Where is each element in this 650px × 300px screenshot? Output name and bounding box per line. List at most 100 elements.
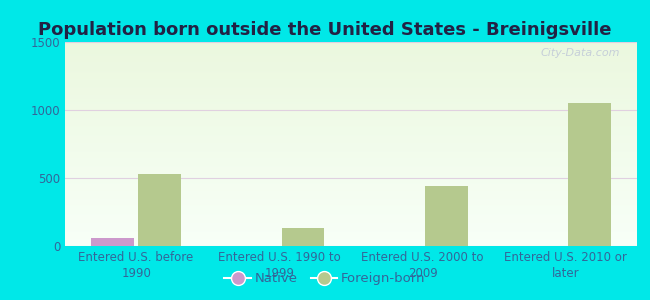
Bar bbox=[65, 130, 637, 131]
Bar bbox=[65, 157, 637, 158]
Bar bbox=[65, 142, 637, 143]
Bar bbox=[65, 79, 637, 80]
Bar bbox=[65, 160, 637, 161]
Bar bbox=[65, 118, 637, 119]
Bar bbox=[65, 44, 637, 45]
Bar bbox=[65, 84, 637, 85]
Bar bbox=[65, 195, 637, 196]
Bar bbox=[65, 126, 637, 127]
Bar bbox=[65, 229, 637, 230]
Bar bbox=[65, 122, 637, 123]
Bar bbox=[65, 202, 637, 203]
Bar bbox=[65, 50, 637, 51]
Bar bbox=[65, 159, 637, 160]
Bar bbox=[65, 196, 637, 197]
Bar bbox=[65, 154, 637, 155]
Bar bbox=[65, 191, 637, 192]
Bar bbox=[65, 152, 637, 153]
Bar bbox=[65, 201, 637, 202]
Bar bbox=[65, 245, 637, 246]
Bar bbox=[65, 194, 637, 195]
Bar bbox=[65, 62, 637, 63]
Bar bbox=[65, 139, 637, 140]
Bar bbox=[65, 42, 637, 43]
Bar bbox=[65, 67, 637, 68]
Bar bbox=[65, 177, 637, 178]
Bar bbox=[65, 235, 637, 236]
Bar bbox=[65, 216, 637, 217]
Bar bbox=[65, 133, 637, 134]
Bar bbox=[65, 161, 637, 162]
Bar bbox=[65, 80, 637, 81]
Bar bbox=[65, 82, 637, 83]
Bar bbox=[65, 228, 637, 229]
Bar bbox=[65, 193, 637, 194]
Bar bbox=[65, 76, 637, 77]
Bar bbox=[65, 99, 637, 100]
Bar bbox=[65, 83, 637, 84]
Bar bbox=[65, 98, 637, 99]
Bar bbox=[65, 176, 637, 177]
Bar bbox=[65, 200, 637, 201]
Bar bbox=[65, 131, 637, 132]
Bar bbox=[65, 55, 637, 56]
Bar bbox=[65, 234, 637, 235]
Bar bbox=[65, 162, 637, 164]
Bar bbox=[65, 45, 637, 46]
Bar bbox=[65, 92, 637, 93]
Bar bbox=[65, 77, 637, 78]
Bar bbox=[65, 102, 637, 103]
Bar bbox=[65, 198, 637, 199]
Bar bbox=[65, 105, 637, 106]
Bar bbox=[65, 207, 637, 208]
Bar bbox=[65, 64, 637, 65]
Bar bbox=[65, 182, 637, 183]
Bar bbox=[65, 218, 637, 220]
Bar bbox=[65, 223, 637, 224]
Bar bbox=[65, 188, 637, 189]
Bar bbox=[65, 211, 637, 212]
Bar bbox=[65, 169, 637, 170]
Bar bbox=[65, 56, 637, 57]
Bar bbox=[65, 72, 637, 73]
Bar bbox=[65, 231, 637, 232]
Bar bbox=[65, 241, 637, 242]
Bar bbox=[65, 150, 637, 151]
Bar bbox=[281, 228, 324, 246]
Bar bbox=[65, 204, 637, 205]
Bar bbox=[65, 172, 637, 174]
Bar bbox=[65, 203, 637, 204]
Bar bbox=[65, 46, 637, 47]
Bar bbox=[424, 186, 468, 246]
Bar bbox=[65, 141, 637, 142]
Bar bbox=[65, 192, 637, 193]
Bar bbox=[65, 110, 637, 111]
Bar bbox=[65, 68, 637, 70]
Bar bbox=[65, 101, 637, 102]
Bar bbox=[65, 170, 637, 172]
Bar bbox=[65, 88, 637, 89]
Bar bbox=[65, 78, 637, 79]
Bar bbox=[65, 237, 637, 238]
Bar bbox=[65, 186, 637, 187]
Bar bbox=[65, 63, 637, 64]
Bar bbox=[65, 199, 637, 200]
Bar bbox=[65, 116, 637, 118]
Bar bbox=[65, 138, 637, 139]
Bar bbox=[65, 59, 637, 60]
Text: Population born outside the United States - Breinigsville: Population born outside the United State… bbox=[38, 21, 612, 39]
Bar bbox=[65, 128, 637, 129]
Bar bbox=[65, 51, 637, 52]
Bar bbox=[65, 189, 637, 190]
Bar bbox=[65, 48, 637, 49]
Bar bbox=[65, 95, 637, 96]
Bar bbox=[65, 104, 637, 105]
Bar bbox=[65, 52, 637, 53]
Bar bbox=[65, 167, 637, 169]
Bar bbox=[65, 224, 637, 225]
Bar bbox=[65, 242, 637, 243]
Bar bbox=[65, 232, 637, 233]
Bar bbox=[65, 215, 637, 216]
Bar bbox=[65, 206, 637, 207]
Bar bbox=[65, 243, 637, 244]
